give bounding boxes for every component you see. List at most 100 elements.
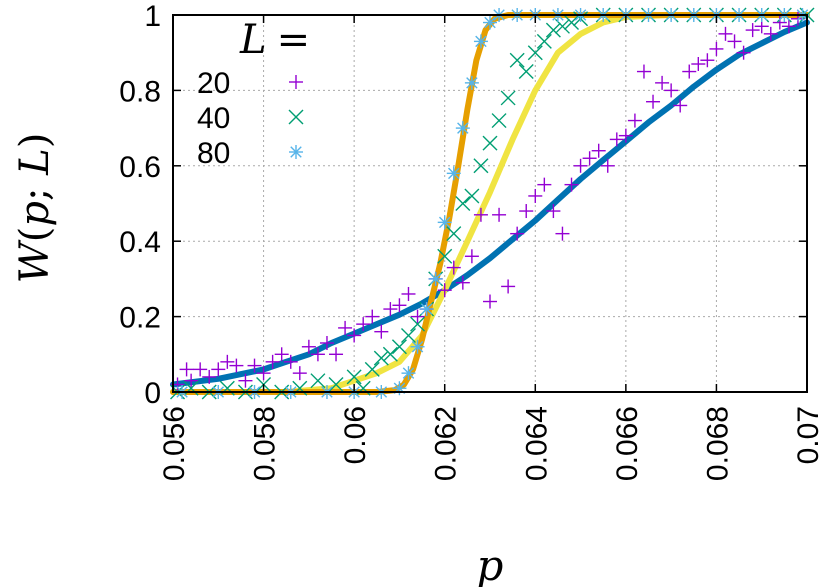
x-tick-label: 0.07 — [792, 406, 825, 464]
point-series-40 — [437, 248, 453, 264]
fit-curve-2 — [170, 12, 810, 395]
y-tick-label: 0 — [144, 377, 161, 410]
point-series-20 — [256, 366, 271, 381]
point-series-20 — [564, 177, 579, 192]
point-series-20 — [709, 41, 724, 56]
point-series-20 — [464, 249, 479, 264]
legend-marker-20 — [289, 75, 303, 89]
y-tick-label: 0.8 — [119, 75, 161, 108]
point-series-20 — [501, 279, 516, 294]
x-tick-label: 0.06 — [339, 406, 372, 464]
point-series-20 — [691, 57, 706, 72]
point-series-40 — [346, 369, 362, 385]
point-series-40 — [473, 158, 489, 174]
y-tick-label: 0.2 — [119, 302, 161, 335]
point-series-80 — [483, 15, 497, 30]
point-series-20 — [238, 373, 253, 388]
point-series-20 — [700, 53, 715, 68]
point-series-40 — [446, 226, 462, 242]
point-series-40 — [400, 327, 416, 343]
grid-lines — [173, 15, 807, 392]
point-series-20 — [682, 64, 697, 79]
point-series-20 — [781, 19, 796, 34]
fitted-curves — [170, 12, 810, 395]
point-series-20 — [519, 204, 534, 219]
point-series-20 — [546, 204, 561, 219]
point-series-20 — [193, 362, 208, 377]
point-series-20 — [374, 324, 389, 339]
point-series-20 — [636, 64, 651, 79]
point-series-20 — [745, 23, 760, 38]
point-series-80 — [428, 271, 443, 286]
point-series-40 — [482, 135, 498, 151]
point-series-20 — [600, 158, 615, 173]
point-series-20 — [446, 260, 461, 275]
y-axis-label: W(p; L) — [12, 133, 58, 284]
point-series-20 — [528, 188, 543, 203]
point-series-40 — [564, 15, 580, 31]
legend-label-20: 20 — [197, 67, 230, 100]
point-series-40 — [527, 45, 543, 61]
point-series-20 — [202, 369, 217, 384]
legend-label-80: 80 — [197, 137, 230, 170]
point-series-40 — [310, 373, 326, 389]
point-series-20 — [582, 151, 597, 166]
point-series-20 — [401, 286, 416, 301]
point-series-20 — [627, 113, 642, 128]
point-series-80 — [401, 366, 416, 381]
point-series-40 — [382, 346, 398, 362]
point-series-40 — [545, 22, 561, 38]
point-series-20 — [265, 354, 280, 369]
legend-marker-40 — [288, 109, 304, 125]
point-series-40 — [373, 350, 389, 366]
point-series-20 — [655, 75, 670, 90]
plot-frame — [172, 14, 808, 393]
x-axis-label: p — [477, 541, 504, 587]
point-series-20 — [455, 275, 470, 290]
point-series-20 — [483, 294, 497, 309]
point-series-40 — [455, 196, 471, 211]
point-series-80 — [437, 215, 452, 230]
point-series-20 — [283, 354, 298, 369]
point-series-20 — [772, 15, 787, 30]
point-series-20 — [247, 358, 262, 373]
point-series-80 — [464, 75, 479, 90]
point-series-80 — [410, 339, 425, 354]
y-tick-label: 0.4 — [119, 226, 161, 259]
point-series-20 — [510, 226, 525, 241]
point-series-40 — [491, 113, 507, 129]
point-series-80 — [392, 381, 407, 396]
x-tick-label: 0.056 — [158, 406, 191, 481]
point-series-20 — [338, 320, 353, 335]
point-series-20 — [347, 328, 362, 343]
point-series-20 — [179, 362, 194, 377]
point-series-20 — [211, 362, 226, 377]
point-series-40 — [464, 188, 480, 204]
point-series-20 — [646, 94, 661, 109]
legend-title: L = — [239, 17, 310, 63]
y-tick-label: 1 — [144, 0, 161, 33]
point-series-80 — [473, 34, 488, 49]
point-series-20 — [473, 207, 488, 222]
y-tick-label: 0.6 — [119, 151, 161, 184]
y-ticks: 0 0.2 0.4 0.6 0.8 1 — [119, 0, 807, 410]
point-series-20 — [609, 132, 624, 147]
x-tick-label: 0.068 — [701, 406, 734, 481]
point-series-20 — [220, 354, 235, 369]
point-series-80 — [419, 302, 434, 317]
point-series-20 — [392, 298, 407, 313]
point-series-20 — [492, 207, 507, 222]
point-series-20 — [555, 226, 570, 241]
point-series-20 — [365, 309, 380, 324]
point-series-20 — [310, 347, 325, 362]
point-series-20 — [356, 317, 371, 332]
point-series-80 — [455, 121, 470, 136]
point-series-20 — [319, 335, 334, 350]
point-series-20 — [437, 283, 452, 298]
point-series-40 — [328, 376, 344, 392]
x-tick-label: 0.064 — [520, 406, 553, 481]
point-series-40 — [536, 33, 552, 49]
point-series-40 — [509, 52, 525, 68]
x-tick-label: 0.066 — [611, 406, 644, 481]
